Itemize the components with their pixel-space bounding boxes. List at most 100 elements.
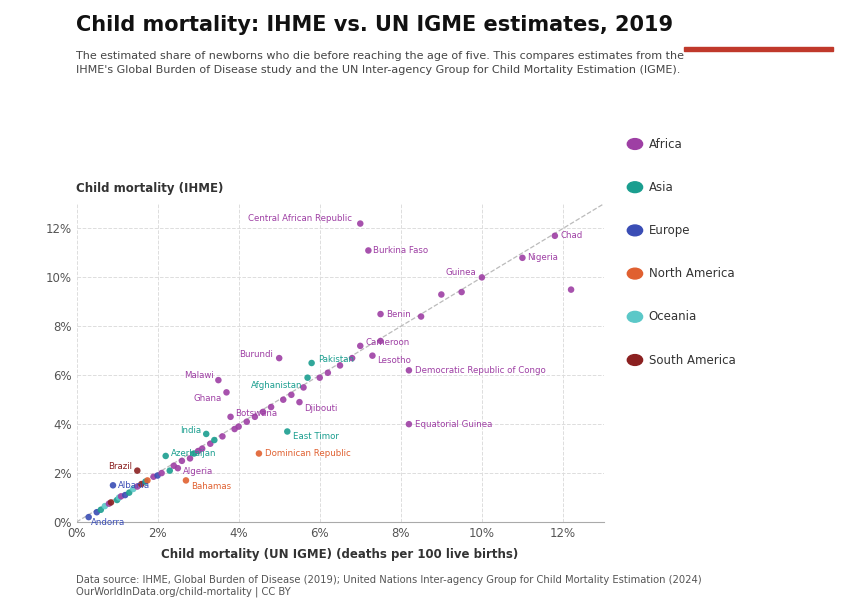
Point	[366, 351, 379, 361]
Point	[285, 390, 298, 400]
Point	[248, 412, 262, 422]
Point	[150, 471, 164, 481]
Text: Europe: Europe	[649, 224, 690, 237]
Text: Botswana: Botswana	[235, 409, 278, 418]
Point	[105, 497, 118, 507]
Point	[127, 484, 140, 494]
Point	[252, 449, 266, 458]
Text: Ghana: Ghana	[194, 394, 222, 403]
Point	[232, 422, 246, 431]
Text: Cameroon: Cameroon	[366, 338, 410, 347]
Point	[455, 287, 468, 297]
Point	[402, 419, 416, 429]
Point	[184, 454, 197, 463]
Point	[354, 219, 367, 229]
Point	[313, 373, 326, 382]
Point	[297, 383, 310, 392]
Point	[167, 461, 180, 470]
Text: Guinea: Guinea	[445, 268, 476, 277]
Point	[179, 476, 193, 485]
Text: Data source: IHME, Global Burden of Disease (2019); United Nations Inter-agency : Data source: IHME, Global Burden of Dise…	[76, 575, 702, 597]
Point	[402, 365, 416, 375]
Text: Brazil: Brazil	[109, 463, 133, 472]
Text: Central African Republic: Central African Republic	[248, 214, 352, 223]
Point	[548, 231, 562, 241]
Text: Oceania: Oceania	[649, 310, 697, 323]
Text: Andorra: Andorra	[91, 518, 125, 527]
Text: Benin: Benin	[387, 310, 411, 319]
Point	[110, 495, 124, 505]
Point	[219, 388, 233, 397]
Text: Bahamas: Bahamas	[190, 482, 231, 491]
Text: Nigeria: Nigeria	[527, 253, 558, 262]
Point	[112, 493, 126, 502]
Point	[301, 373, 314, 382]
Point	[114, 491, 128, 501]
Text: Lesotho: Lesotho	[377, 356, 411, 365]
Point	[90, 508, 104, 517]
Text: Africa: Africa	[649, 137, 683, 151]
Text: Azerbaijan: Azerbaijan	[171, 449, 216, 458]
Point	[216, 431, 230, 441]
Text: Equatorial Guinea: Equatorial Guinea	[415, 419, 492, 428]
Point	[171, 463, 184, 473]
Text: Algeria: Algeria	[183, 467, 213, 476]
Point	[228, 424, 241, 434]
Point	[102, 499, 116, 508]
Text: The estimated share of newborns who die before reaching the age of five. This co: The estimated share of newborns who die …	[76, 51, 684, 75]
Point	[475, 272, 489, 282]
Point	[191, 446, 205, 456]
Point	[131, 466, 145, 475]
Point	[122, 488, 136, 497]
Point	[434, 290, 448, 299]
Text: Albania: Albania	[118, 481, 150, 490]
Point	[196, 444, 209, 454]
Text: in Data: in Data	[734, 32, 783, 45]
Text: Democratic Republic of Congo: Democratic Republic of Congo	[415, 366, 546, 375]
Point	[82, 512, 95, 522]
Point	[333, 361, 347, 370]
Point	[516, 253, 530, 263]
Text: Child mortality: IHME vs. UN IGME estimates, 2019: Child mortality: IHME vs. UN IGME estima…	[76, 15, 673, 35]
Point	[147, 472, 161, 482]
Point	[131, 482, 145, 491]
Point	[163, 466, 177, 475]
Point	[203, 439, 217, 449]
Text: Asia: Asia	[649, 181, 673, 194]
Point	[292, 397, 306, 407]
Point	[155, 468, 168, 478]
Point	[354, 341, 367, 350]
Text: India: India	[180, 426, 201, 435]
Point	[374, 309, 388, 319]
Point	[212, 376, 225, 385]
Text: Burkina Faso: Burkina Faso	[373, 246, 428, 255]
Point	[175, 456, 189, 466]
Point	[118, 490, 132, 500]
Point	[414, 312, 428, 322]
Text: Chad: Chad	[561, 231, 583, 240]
Text: East Timor: East Timor	[293, 432, 339, 441]
Point	[361, 245, 375, 255]
Text: Dominican Republic: Dominican Republic	[265, 449, 351, 458]
Text: Afghanistan: Afghanistan	[252, 380, 303, 389]
Point	[98, 501, 111, 511]
Bar	[684, 47, 833, 51]
Point	[240, 417, 253, 427]
Text: Malawi: Malawi	[184, 371, 213, 380]
Point	[305, 358, 319, 368]
Point	[321, 368, 335, 377]
Point	[159, 451, 173, 461]
Point	[276, 395, 290, 404]
Point	[207, 435, 221, 445]
Point	[94, 505, 108, 515]
Point	[256, 407, 269, 417]
Text: Pakistan: Pakistan	[318, 355, 354, 364]
Text: Our World: Our World	[725, 14, 792, 27]
Point	[134, 479, 148, 489]
Point	[264, 402, 278, 412]
Point	[345, 353, 359, 363]
Text: North America: North America	[649, 267, 734, 280]
Point	[187, 449, 201, 458]
Point	[200, 429, 213, 439]
Point	[374, 336, 388, 346]
